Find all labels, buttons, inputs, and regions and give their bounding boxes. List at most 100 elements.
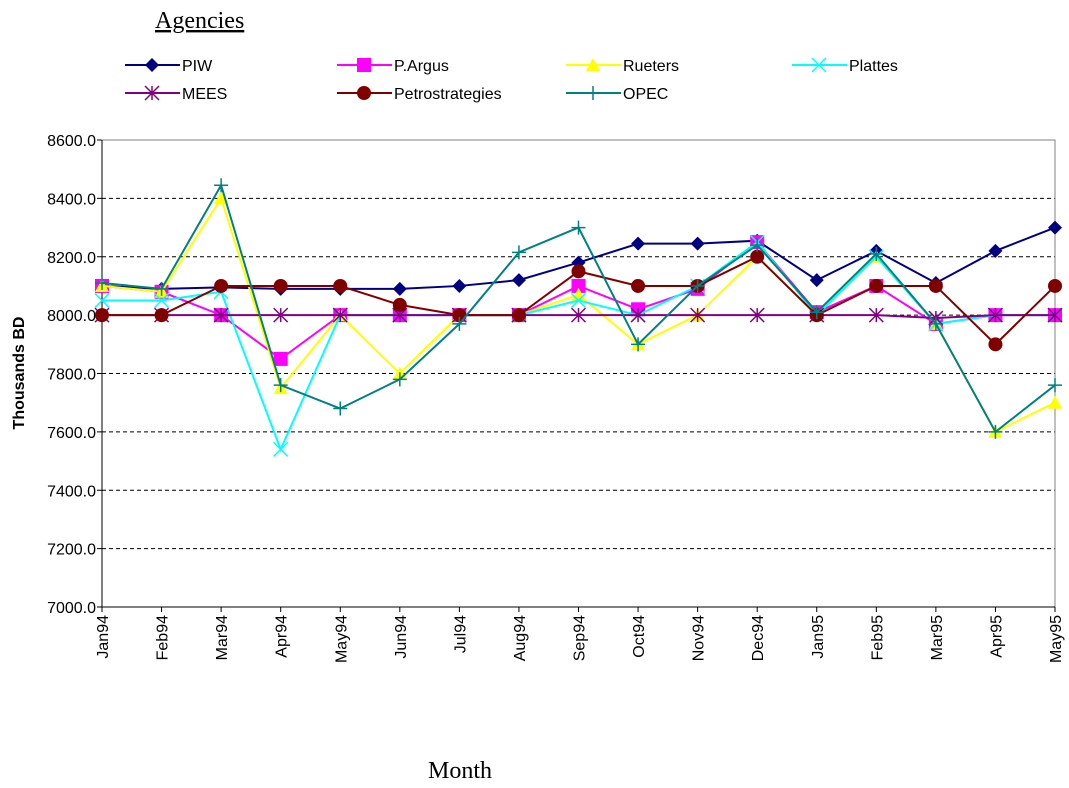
data-point [214,278,229,293]
data-point [392,372,407,387]
data-point [94,293,110,309]
x-tick-label: Feb94 [155,615,172,660]
data-point [392,281,407,296]
data-point [928,316,943,331]
data-point [452,278,467,293]
legend-label: Petrostrategies [394,86,502,103]
legend-label: Rueters [623,58,679,75]
data-point [631,337,646,352]
data-point [332,307,348,323]
data-point [511,308,526,323]
data-point [154,308,169,323]
data-point [273,378,288,393]
x-tick-label: Oct94 [631,615,648,658]
data-point [571,264,586,279]
data-point [988,243,1003,258]
legend-label: Plattes [849,58,898,75]
legend-label: OPEC [623,86,668,103]
data-point [95,276,109,291]
data-point [95,308,109,323]
data-point [1048,278,1062,293]
x-tick-label: Aug94 [512,615,529,661]
data-point [750,238,765,253]
x-tick-label: Jan95 [810,615,827,659]
data-point [571,278,586,293]
y-tick-label: 8200.0 [47,250,96,267]
data-point [1048,395,1062,409]
y-tick-label: 7200.0 [47,542,96,559]
data-point [154,281,169,296]
legend-title: Agencies [155,8,244,34]
data-point [928,278,943,293]
data-point [333,278,348,293]
legend-label: P.Argus [394,58,449,75]
y-axis-label: Thousands BD [11,317,28,430]
data-point [214,178,229,193]
x-tick-label: May95 [1048,615,1065,663]
x-tick-label: Mar94 [214,615,231,660]
x-tick-label: Sep94 [572,615,589,661]
data-point [750,249,765,264]
data-point [333,401,348,416]
data-point [988,424,1003,439]
data-point [869,278,884,293]
x-tick-label: Apr95 [988,615,1005,658]
x-tick-label: Jan94 [95,615,112,659]
x-axis-label: Month [428,758,492,783]
data-point [630,307,646,323]
data-point [1047,307,1063,323]
legend-marker [357,86,371,100]
y-tick-label: 8600.0 [47,133,96,150]
y-tick-label: 8400.0 [47,191,96,208]
data-point [273,351,288,366]
x-tick-label: Dec94 [750,615,767,661]
x-tick-label: Jun94 [393,615,410,659]
data-point [749,307,765,323]
y-tick-label: 7600.0 [47,425,96,442]
data-point [631,236,646,251]
data-point [154,293,170,309]
legend-marker [586,86,600,100]
legend-marker [145,58,159,72]
data-point [392,297,407,312]
data-point [273,307,289,323]
data-point [213,307,229,323]
x-tick-label: Feb95 [869,615,886,660]
data-point [868,307,884,323]
data-point [809,305,824,320]
y-tick-label: 7800.0 [47,367,96,384]
data-point [690,307,706,323]
legend-label: MEES [182,86,227,103]
data-point [1048,378,1062,393]
data-point [570,293,587,309]
data-point [511,245,526,260]
legend-marker [811,57,827,73]
x-tick-label: May94 [333,615,350,663]
data-point [511,273,526,288]
data-point [809,273,824,288]
x-tick-label: Jul94 [452,615,469,653]
data-point [869,246,884,261]
data-point [273,441,289,457]
x-tick-label: Mar95 [929,615,946,660]
data-point [571,220,586,235]
data-point [570,307,587,323]
data-point [1048,220,1062,235]
legend-marker [144,85,160,101]
data-point [452,316,467,331]
legend-marker [357,58,371,72]
x-tick-label: Nov94 [691,615,708,661]
data-point [987,307,1003,323]
data-point [690,278,705,293]
data-point [988,337,1003,352]
y-tick-label: 7000.0 [47,600,96,617]
y-tick-label: 7400.0 [47,483,96,500]
data-point [631,278,646,293]
x-tick-label: Apr94 [274,615,291,658]
data-point [273,278,288,293]
legend-marker [586,58,600,71]
data-point [214,191,229,205]
data-point [690,236,705,251]
legend-label: PIW [182,58,213,75]
